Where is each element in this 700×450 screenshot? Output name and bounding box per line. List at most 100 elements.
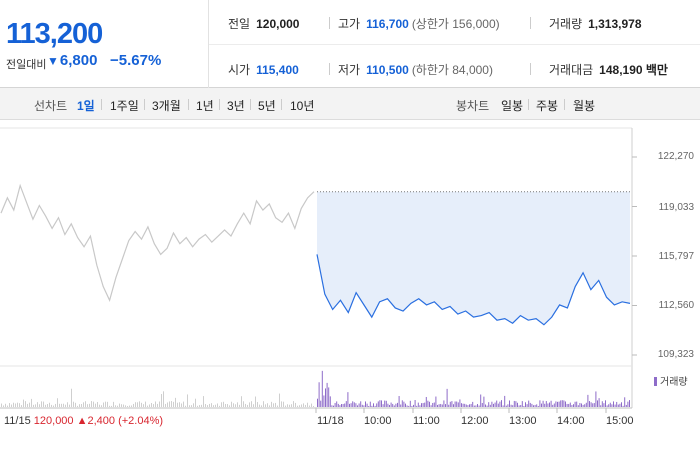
- volume-bar: [87, 404, 88, 407]
- volume-bar: [293, 401, 294, 407]
- prev-day-change: ▲2,400: [76, 415, 116, 427]
- volume-bar: [7, 405, 8, 407]
- volume-bar: [323, 395, 325, 407]
- volume-bar: [181, 403, 182, 407]
- volume-bar: [440, 403, 442, 407]
- volume-bar: [277, 405, 278, 407]
- upper-limit-note: (상한가 156,000): [411, 17, 500, 31]
- stat-value: 148,190 백만: [599, 63, 668, 77]
- volume-bar: [480, 394, 482, 407]
- volume-bar: [382, 404, 384, 407]
- volume-bar: [147, 405, 148, 407]
- volume-bar: [45, 404, 46, 407]
- volume-bar: [309, 405, 310, 407]
- tab-weekly-candle[interactable]: 주봉: [536, 99, 559, 113]
- volume-bar: [111, 405, 112, 407]
- stat-label: 고가: [338, 17, 361, 31]
- volume-bar: [55, 403, 56, 407]
- volume-bar: [483, 396, 485, 407]
- volume-bar: [149, 404, 150, 407]
- tab-5year[interactable]: 5년: [258, 99, 276, 113]
- volume-bar: [125, 405, 126, 407]
- volume-bar: [237, 402, 238, 407]
- volume-bar: [11, 404, 12, 407]
- volume-bar: [233, 403, 234, 407]
- tab-1day[interactable]: 1일: [77, 99, 95, 113]
- volume-bar: [157, 403, 158, 407]
- volume-bar: [421, 403, 422, 407]
- volume-bar: [101, 405, 102, 407]
- volume-bar: [464, 403, 466, 407]
- volume-bar: [441, 404, 443, 407]
- volume-bar: [573, 404, 574, 407]
- volume-bar: [505, 405, 507, 407]
- y-tick-label: 122,270: [657, 151, 694, 162]
- y-tick-label: 119,033: [658, 202, 694, 213]
- prev-day-date: 11/15: [4, 415, 31, 427]
- volume-bar: [478, 405, 480, 407]
- volume-bar: [334, 403, 336, 407]
- x-tick-label: 10:00: [364, 415, 392, 427]
- x-tick-label: 11/18: [317, 415, 344, 427]
- volume-bar: [539, 400, 541, 407]
- volume-bar: [592, 403, 594, 407]
- volume-bar: [557, 401, 558, 407]
- volume-bar: [365, 401, 366, 407]
- volume-bar: [85, 401, 86, 407]
- volume-bar: [317, 398, 318, 407]
- volume-bar: [549, 402, 550, 407]
- volume-bar: [287, 404, 288, 407]
- volume-bar: [614, 404, 616, 407]
- volume-bar: [159, 401, 160, 407]
- volume-bar: [325, 388, 326, 407]
- volume-bar: [510, 404, 512, 407]
- volume-bar: [585, 402, 587, 407]
- volume-bar: [555, 401, 557, 407]
- volume-bar: [560, 400, 562, 407]
- divider: [219, 99, 220, 110]
- volume-bar: [477, 404, 478, 407]
- volume-bar: [523, 405, 525, 407]
- volume-bar: [590, 402, 592, 407]
- volume-bar: [109, 405, 110, 407]
- volume-bar: [267, 403, 268, 407]
- volume-bar: [65, 404, 66, 407]
- volume-bar: [329, 396, 331, 407]
- tab-3year[interactable]: 3년: [227, 99, 245, 113]
- volume-bar: [449, 401, 451, 407]
- current-price: 113,200: [6, 18, 103, 50]
- stat-value: 116,700: [366, 17, 409, 31]
- volume-bar: [195, 398, 196, 407]
- volume-bar: [17, 402, 18, 407]
- volume-legend-label: 거래량: [660, 377, 688, 388]
- volume-bar: [103, 402, 104, 407]
- volume-bar: [25, 401, 26, 407]
- volume-bar: [49, 402, 50, 407]
- tab-3month[interactable]: 3개월: [152, 99, 181, 113]
- tab-1year[interactable]: 1년: [196, 99, 214, 113]
- tab-10year[interactable]: 10년: [290, 99, 315, 113]
- today-price-line: [316, 254, 631, 326]
- volume-bar: [342, 404, 344, 407]
- volume-bar: [563, 400, 565, 407]
- stat-value: 115,400: [256, 63, 299, 77]
- volume-bar: [81, 404, 82, 407]
- volume-bar: [566, 403, 568, 407]
- volume-bar: [27, 403, 28, 407]
- volume-bar: [517, 402, 518, 407]
- volume-bar: [320, 400, 322, 407]
- volume-bar: [307, 402, 308, 407]
- volume-bar: [531, 403, 533, 407]
- tab-1week[interactable]: 1주일: [110, 99, 139, 113]
- volume-bar: [165, 403, 166, 407]
- divider: [188, 99, 189, 110]
- volume-bar: [574, 401, 576, 407]
- volume-bar: [251, 401, 252, 407]
- tab-daily-candle[interactable]: 일봉: [501, 99, 524, 113]
- volume-bar: [507, 404, 509, 407]
- volume-bar: [209, 403, 210, 407]
- prev-day-info: 11/15 120,000 ▲2,400 (+2.04%): [4, 415, 163, 427]
- volume-bar: [213, 405, 214, 407]
- tab-monthly-candle[interactable]: 월봉: [573, 99, 596, 113]
- volume-bar: [23, 399, 24, 407]
